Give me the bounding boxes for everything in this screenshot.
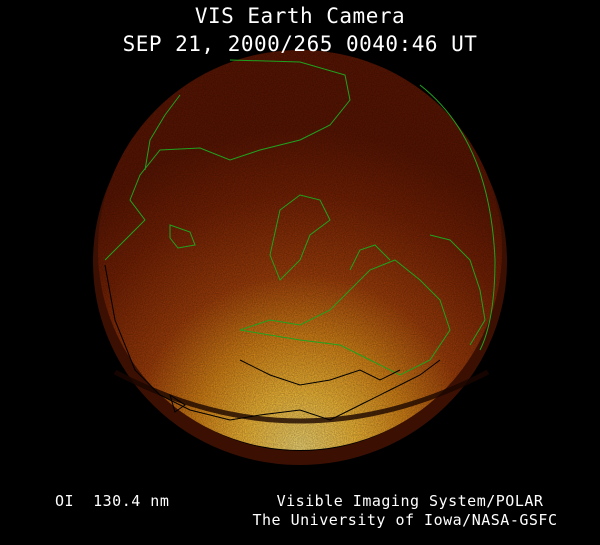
image-noise — [98, 50, 502, 450]
coastlines-night — [104, 264, 441, 421]
image-timestamp: SEP 21, 2000/265 0040:46 UT — [122, 32, 478, 56]
terminator-dark-band — [113, 369, 490, 424]
credit-line-1: Visible Imaging System/POLAR — [276, 492, 544, 510]
coastlines-day — [104, 59, 496, 376]
image-title: VIS Earth Camera — [194, 4, 406, 28]
credit-line-2: The University of Iowa/NASA-GSFC — [252, 511, 558, 529]
wavelength-label: OI 130.4 nm — [55, 492, 170, 510]
